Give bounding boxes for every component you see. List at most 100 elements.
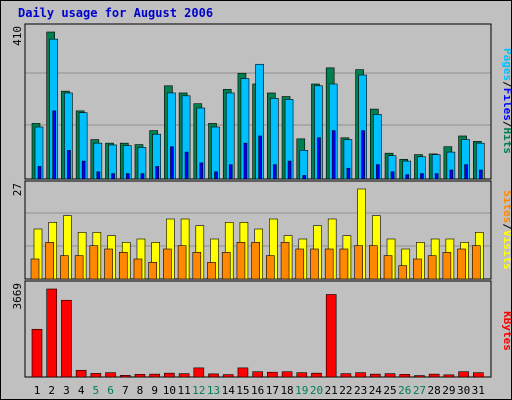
bar-sites [427,255,437,280]
bar-kbytes [443,374,455,378]
bar-kbytes [428,373,440,378]
bar-kbytes [222,374,234,378]
x-tick-label: 24 [369,384,383,397]
chart-title: Daily usage for August 2006 [18,6,214,20]
x-tick-label: 3 [63,384,70,397]
x-tick-label: 1 [34,384,41,397]
bar-sites [148,262,157,280]
bar-pages [170,146,174,180]
legend-hits: Hits [501,128,511,155]
bar-pages [273,164,277,180]
bar-sites [266,255,275,280]
bar-pages [346,167,351,180]
bar-kbytes [458,371,469,378]
bar-sites [118,252,128,280]
bar-kbytes [105,372,116,378]
x-tick-label: 27 [413,384,426,397]
bar-pages [184,151,189,180]
bar-pages [405,174,410,180]
bar-pages [140,173,145,180]
y-max-label: 410 [11,26,24,46]
bar-pages [478,169,483,180]
bar-pages [287,160,292,180]
bar-kbytes [399,374,411,378]
bar-pages [199,162,204,180]
bar-sites [104,248,113,280]
bar-kbytes [296,372,308,378]
bar-pages [390,171,395,180]
bar-sites [369,245,378,280]
x-tick-label: 29 [442,384,455,397]
legend-sep: / [501,223,511,230]
bar-kbytes [281,371,293,378]
x-tick-label: 25 [383,384,396,397]
x-tick-label: 7 [122,384,129,397]
y-max-label: 27 [11,183,24,196]
bar-sites [74,255,84,280]
bar-kbytes [311,372,322,378]
bar-pages [228,164,233,180]
x-tick-label: 26 [398,384,411,397]
legend-sep: / [501,121,511,128]
bar-sites [207,262,216,280]
bar-sites [413,258,422,280]
bar-sites [398,265,408,280]
bar-pages [376,164,380,180]
bar-kbytes [370,373,381,378]
bar-pages [243,142,248,180]
bar-kbytes [384,373,396,378]
bar-kbytes [193,367,205,378]
bar-sites [192,252,202,280]
bar-kbytes [414,375,425,378]
bar-pages [302,175,307,180]
bar-sites [383,255,393,280]
bar-pages [331,130,336,180]
bar-kbytes [61,299,72,378]
x-tick-label: 2 [48,384,55,397]
bar-kbytes [90,373,102,378]
bar-kbytes [325,294,337,378]
bar-pages [67,150,71,180]
x-tick-label: 23 [354,384,367,397]
x-tick-label: 21 [325,384,338,397]
bar-sites [133,258,143,280]
x-tick-label: 31 [472,384,485,397]
legend-hits-files-pages: Pages/Files/Hits [501,48,511,154]
x-tick-label: 6 [107,384,114,397]
x-tick-label: 5 [93,384,100,397]
bar-kbytes [267,371,278,378]
bar-sites [354,245,363,280]
bar-pages [420,173,424,180]
bar-pages [37,166,42,180]
x-tick-label: 14 [222,384,236,397]
bar-sites [221,252,231,280]
bar-sites [471,245,481,280]
bar-pages [361,130,365,180]
bar-pages [258,135,262,180]
bar-pages [155,166,159,180]
legend-kbytes: KBytes [501,311,511,351]
legend-files: Files [501,88,511,121]
bar-files [211,126,220,180]
bar-pages [214,171,218,180]
x-tick-label: 9 [151,384,158,397]
x-tick-label: 11 [177,384,190,397]
legend-sep: / [501,81,511,88]
bar-sites [236,242,246,280]
x-tick-label: 8 [137,384,144,397]
bar-files [299,150,309,180]
x-tick-label: 19 [295,384,308,397]
bar-sites [457,248,466,280]
bar-kbytes [355,372,366,378]
x-tick-label: 28 [428,384,441,397]
bar-kbytes [237,367,249,378]
x-tick-label: 20 [310,384,323,397]
bar-kbytes [75,369,87,378]
x-tick-label: 15 [236,384,249,397]
x-tick-label: 30 [457,384,470,397]
bar-sites [45,242,55,280]
bar-pages [81,160,86,180]
bar-pages [96,171,101,180]
